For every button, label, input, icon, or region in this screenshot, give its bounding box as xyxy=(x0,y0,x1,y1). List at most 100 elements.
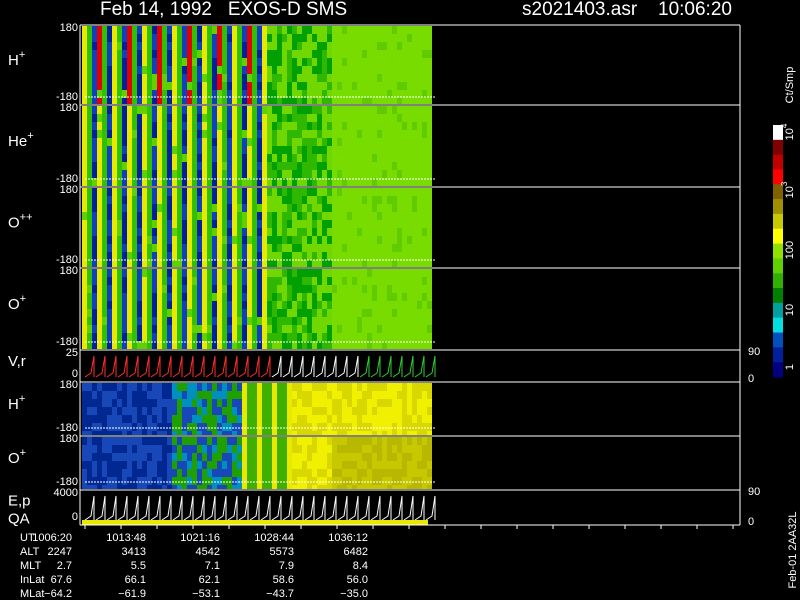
spectrogram-cell xyxy=(427,333,432,341)
spectrogram-cell xyxy=(362,130,367,138)
spectrogram-cell xyxy=(157,154,162,162)
spectrogram-cell xyxy=(172,66,177,74)
spectrogram-cell xyxy=(232,26,237,34)
spectrogram-cell xyxy=(332,317,337,325)
spectrogram-cell xyxy=(212,260,217,267)
spectrogram-cell xyxy=(312,170,317,178)
spectrogram-cell xyxy=(247,90,252,98)
spectrogram-cell xyxy=(317,170,322,178)
spectrogram-cell xyxy=(257,50,262,58)
spectrogram-cell xyxy=(132,162,137,170)
spectrogram-cell xyxy=(87,130,92,138)
spectrogram-cell xyxy=(367,415,372,423)
spectrogram-cell xyxy=(322,26,327,34)
spectrogram-cell xyxy=(97,170,102,178)
spectrogram-cell xyxy=(402,485,407,489)
spectrogram-cell xyxy=(412,453,417,461)
spectrogram-cell xyxy=(107,485,112,489)
spectrogram-cell xyxy=(157,42,162,50)
spectrogram-cell xyxy=(182,244,187,252)
spectrogram-cell xyxy=(337,277,342,285)
spectrogram-cell xyxy=(337,391,342,399)
spectrogram-cell xyxy=(332,228,337,236)
spectrogram-cell xyxy=(177,301,182,309)
spectrogram-cell xyxy=(142,66,147,74)
spectrogram-cell xyxy=(197,309,202,317)
spectrogram-cell xyxy=(307,477,312,485)
spectrogram-cell xyxy=(337,423,342,431)
spectrogram-cell xyxy=(337,138,342,146)
spectrogram-cell xyxy=(297,477,302,485)
spectrogram-cell xyxy=(227,317,232,325)
spectrogram-cell xyxy=(332,260,337,267)
spectrogram-cell xyxy=(177,122,182,130)
spectrogram-cell xyxy=(417,82,422,90)
spectrogram-cell xyxy=(427,415,432,423)
spectrogram-cell xyxy=(102,485,107,489)
spectrogram-cell xyxy=(362,228,367,236)
spectrogram-cell xyxy=(252,106,257,114)
spectrogram-cell xyxy=(342,42,347,50)
spectrogram-cell xyxy=(242,34,247,42)
spectrogram-cell xyxy=(257,317,262,325)
spectrogram-cell xyxy=(297,138,302,146)
spectrogram-cell xyxy=(227,162,232,170)
spectrogram-cell xyxy=(242,341,247,349)
spectrogram-cell xyxy=(402,138,407,146)
spectrogram-cell xyxy=(322,244,327,252)
spectrogram-cell xyxy=(197,220,202,228)
spectrogram-cell xyxy=(92,154,97,162)
spectrogram-cell xyxy=(232,469,237,477)
spectrogram-cell xyxy=(262,196,267,204)
spectrogram-cell xyxy=(252,90,257,98)
trace xyxy=(304,355,315,378)
spectrogram-cell xyxy=(127,341,132,349)
trace xyxy=(84,495,95,521)
spectrogram-cell xyxy=(367,309,372,317)
spectrogram-cell xyxy=(127,170,132,178)
spectrogram-cell xyxy=(167,154,172,162)
spectrogram-cell xyxy=(407,138,412,146)
spectrogram-cell xyxy=(187,58,192,66)
spectrogram-cell xyxy=(292,477,297,485)
spectrogram-cell xyxy=(102,170,107,178)
spectrogram-cell xyxy=(87,26,92,34)
spectrogram-cell xyxy=(167,341,172,349)
spectrogram-cell xyxy=(157,244,162,252)
spectrogram-cell xyxy=(112,90,117,98)
spectrogram-cell xyxy=(172,74,177,82)
spectrogram-cell xyxy=(97,162,102,170)
spectrogram-cell xyxy=(407,437,412,445)
spectrogram-cell xyxy=(357,122,362,130)
spectrogram-cell xyxy=(282,236,287,244)
spectrogram-cell xyxy=(282,325,287,333)
spectrogram-cell xyxy=(242,301,247,309)
spectrogram-cell xyxy=(222,98,227,104)
spectrogram-cell xyxy=(142,477,147,485)
spectrogram-cell xyxy=(422,431,427,435)
spectrogram-cell xyxy=(87,485,92,489)
y-tick-label: 180 xyxy=(60,22,78,34)
spectrogram-cell xyxy=(367,90,372,98)
spectrogram-cell xyxy=(372,453,377,461)
spectrogram-cell xyxy=(402,477,407,485)
spectrogram-cell xyxy=(117,212,122,220)
spectrogram-cell xyxy=(427,236,432,244)
spectrogram-cell xyxy=(342,74,347,82)
spectrogram-cell xyxy=(187,244,192,252)
spectrogram-cell xyxy=(412,325,417,333)
spectrogram-cell xyxy=(217,244,222,252)
spectrogram-cell xyxy=(297,114,302,122)
spectrogram-cell xyxy=(292,423,297,431)
spectrogram-cell xyxy=(347,122,352,130)
spectrogram-cell xyxy=(257,220,262,228)
spectrogram-cell xyxy=(252,383,257,391)
spectrogram-cell xyxy=(352,437,357,445)
spectrogram-cell xyxy=(322,285,327,293)
spectrogram-cell xyxy=(357,178,362,186)
spectrogram-cell xyxy=(227,138,232,146)
spectrogram-cell xyxy=(337,66,342,74)
spectrogram-cell xyxy=(137,341,142,349)
trace xyxy=(183,495,194,521)
spectrogram-cell xyxy=(112,58,117,66)
